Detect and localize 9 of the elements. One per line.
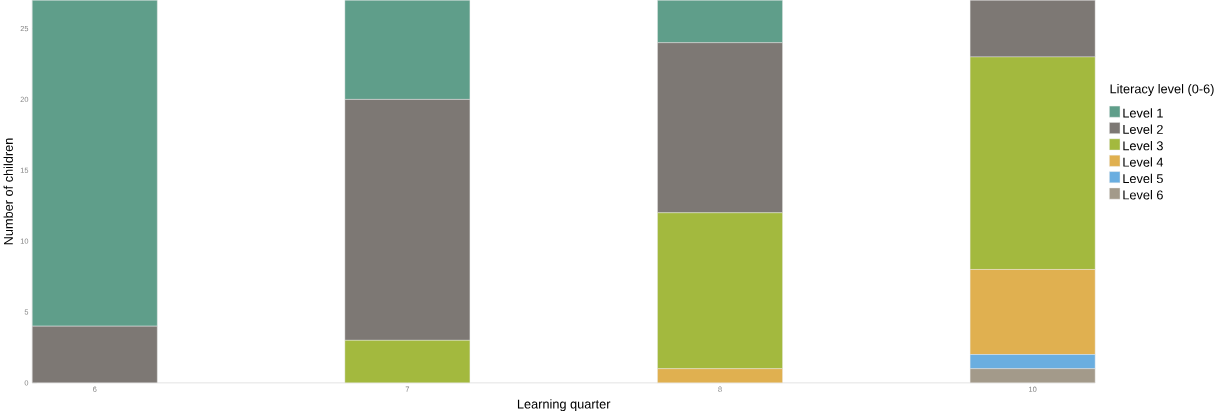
legend-label: Level 5 [1123, 173, 1163, 184]
y-axis-title: Number of children [3, 138, 13, 245]
legend-label: Level 4 [1123, 157, 1164, 167]
legend-label: Level 3 [1123, 141, 1163, 151]
legend-label: Level 6 [1123, 190, 1163, 200]
legend-title: Literacy level (0-6) [1110, 84, 1214, 97]
legend-label: Level 2 [1123, 124, 1163, 135]
x-axis-title: Learning quarter [517, 399, 611, 412]
legend-label: Level 1 [1123, 108, 1163, 118]
